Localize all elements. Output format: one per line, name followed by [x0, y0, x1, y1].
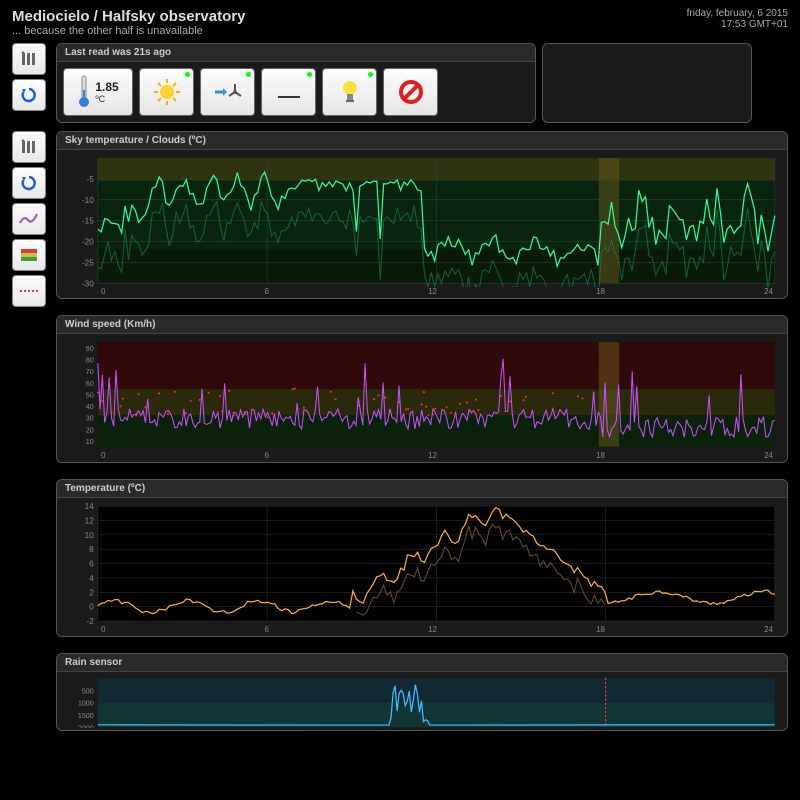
status-sun [139, 68, 194, 116]
svg-text:6: 6 [89, 560, 94, 569]
svg-text:-25: -25 [82, 258, 94, 267]
chart-wind-panel: Wind speed (Km/h) 90 80 70 60 50 40 30 20 10 061… [56, 315, 788, 463]
chart-wind-title: Wind speed (Km/h) [57, 316, 787, 334]
chart-wind: 90 80 70 60 50 40 30 20 10 [63, 338, 781, 451]
svg-text:-5: -5 [86, 175, 94, 184]
status-flat [261, 68, 316, 116]
chart-temp: 14 12 10 8 6 4 2 0 -2 [63, 502, 781, 625]
trend-button[interactable] [12, 203, 46, 235]
svg-text:30: 30 [86, 415, 94, 423]
svg-text:500: 500 [82, 688, 94, 696]
chart-rain: 500 1000 1500 2000 [63, 676, 781, 727]
dashed-button[interactable] [12, 275, 46, 307]
status-panel-title: Last read was 21s ago [57, 44, 535, 62]
svg-text:-30: -30 [82, 279, 94, 287]
chart-rain-panel: Rain sensor 500 1000 1500 2000 [56, 653, 788, 730]
svg-text:1500: 1500 [78, 712, 94, 720]
chart-temp-xaxis: 06121824 [63, 625, 781, 634]
page-title: Mediocielo / Halfsky observatory [12, 8, 245, 25]
header: Mediocielo / Halfsky observatory ... bec… [12, 8, 788, 37]
page-subtitle: ... because the other half is unavailabl… [12, 25, 245, 37]
status-panel: Last read was 21s ago 1.85 ºC [56, 43, 536, 123]
svg-text:2: 2 [89, 588, 94, 597]
svg-text:12: 12 [85, 517, 95, 526]
svg-text:70: 70 [86, 369, 94, 377]
svg-text:20: 20 [86, 427, 94, 435]
status-temperature: 1.85 ºC [63, 68, 133, 116]
chart-temp-panel: Temperature (ºC) 14 12 10 8 6 4 2 0 -2 06121824 [56, 479, 788, 637]
temp-value: 1.85 [95, 80, 118, 94]
status-blocked [383, 68, 438, 116]
svg-text:-10: -10 [82, 196, 94, 205]
status-light [322, 68, 377, 116]
chart-temp-title: Temperature (ºC) [57, 480, 787, 498]
bulb-icon [340, 78, 360, 106]
blocked-icon [398, 79, 424, 105]
svg-text:14: 14 [85, 502, 95, 511]
svg-text:0: 0 [89, 603, 94, 612]
refresh-button-2[interactable] [12, 167, 46, 199]
svg-text:-2: -2 [86, 617, 94, 625]
sun-icon [153, 78, 181, 106]
temp-unit: ºC [95, 94, 118, 104]
svg-text:8: 8 [89, 545, 94, 554]
date-label: friday, february, 6 2015 [687, 8, 788, 19]
columns-button-2[interactable] [12, 131, 46, 163]
svg-text:10: 10 [85, 531, 95, 540]
svg-text:-15: -15 [82, 217, 94, 226]
wind-icon [213, 80, 243, 104]
columns-button[interactable] [12, 43, 46, 75]
toolbar-side [12, 131, 50, 739]
line-icon [274, 82, 304, 102]
time-label: 17:53 GMT+01 [687, 19, 788, 30]
bands-button[interactable] [12, 239, 46, 271]
chart-sky-xaxis: 06121824 [63, 287, 781, 296]
svg-text:4: 4 [89, 574, 94, 583]
svg-text:40: 40 [86, 403, 94, 411]
svg-text:2000: 2000 [78, 725, 94, 728]
svg-text:60: 60 [86, 380, 94, 388]
svg-text:90: 90 [86, 345, 94, 353]
thermometer-icon [77, 74, 91, 110]
status-wind [200, 68, 255, 116]
empty-panel [542, 43, 752, 123]
chart-sky-title: Sky temperature / Clouds (ºC) [57, 132, 787, 150]
refresh-button[interactable] [12, 79, 46, 111]
svg-text:80: 80 [86, 357, 94, 365]
svg-text:50: 50 [86, 392, 94, 400]
chart-sky-panel: Sky temperature / Clouds (ºC) -5 -10 -15 -2… [56, 131, 788, 299]
svg-text:1000: 1000 [78, 700, 94, 708]
chart-rain-title: Rain sensor [57, 654, 787, 672]
toolbar-top [12, 43, 50, 123]
svg-text:-20: -20 [82, 238, 94, 247]
chart-wind-xaxis: 06121824 [63, 451, 781, 460]
svg-text:10: 10 [86, 438, 94, 446]
chart-sky: -5 -10 -15 -20 -25 -30 [63, 154, 781, 287]
